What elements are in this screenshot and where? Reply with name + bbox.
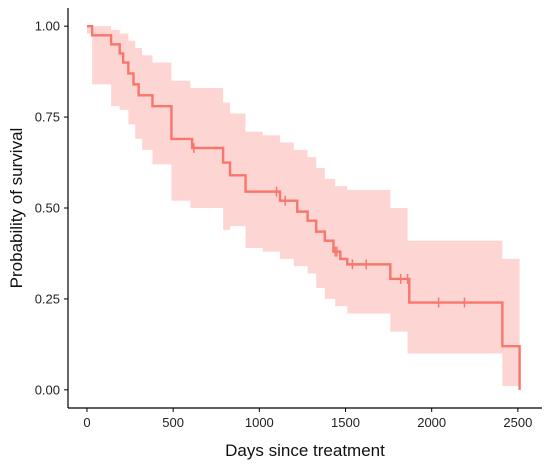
confidence-band [86, 26, 520, 390]
survival-curve [86, 24, 521, 390]
y-axis-title: Probability of survival [7, 128, 26, 289]
y-tick-label: 1.00 [35, 19, 60, 34]
x-tick-label: 1500 [331, 415, 360, 430]
x-tick-label: 500 [162, 415, 184, 430]
y-tick-label: 0.50 [35, 201, 60, 216]
x-tick-label: 2500 [503, 415, 532, 430]
y-ticks: 0.00 0.25 0.50 0.75 1.00 [35, 19, 68, 397]
x-tick-label: 0 [83, 415, 90, 430]
x-axis-title: Days since treatment [225, 441, 385, 460]
survival-curve-layer [86, 24, 521, 390]
x-tick-label: 1000 [245, 415, 274, 430]
confidence-band-layer [86, 26, 520, 390]
x-ticks: 0 500 1000 1500 2000 2500 [83, 408, 532, 430]
y-tick-label: 0.00 [35, 382, 60, 397]
x-tick-label: 2000 [417, 415, 446, 430]
censor-marks-layer [193, 143, 466, 308]
y-tick-label: 0.25 [35, 291, 60, 306]
y-tick-label: 0.75 [35, 110, 60, 125]
